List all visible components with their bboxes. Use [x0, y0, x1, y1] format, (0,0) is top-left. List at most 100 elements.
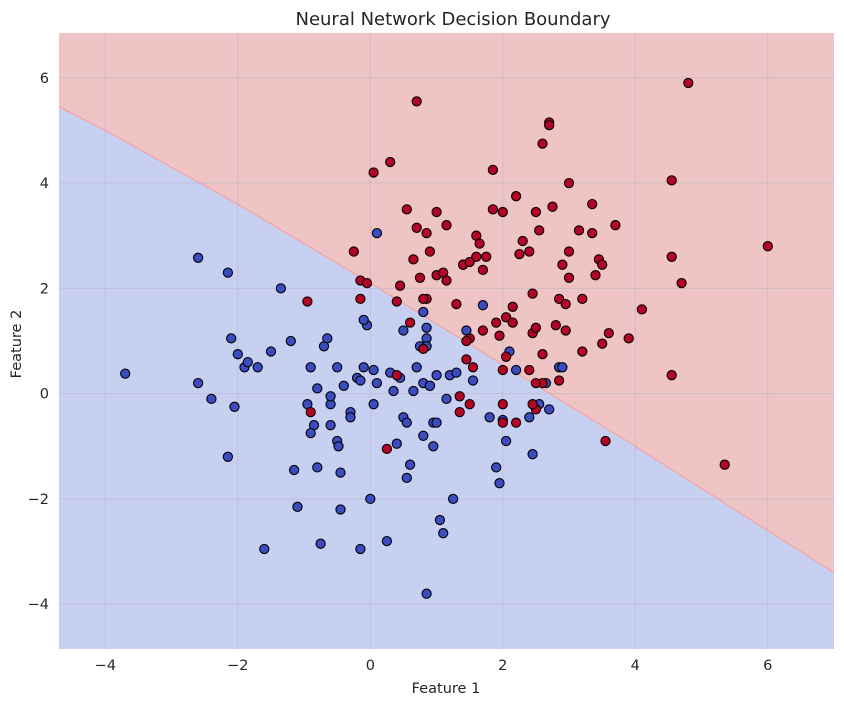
class-0-point: [411, 362, 422, 373]
class-1-point: [305, 406, 316, 418]
class-1-point: [424, 246, 436, 257]
class-1-point: [481, 251, 492, 262]
class-0-point: [345, 412, 356, 423]
class-0-point: [421, 588, 432, 599]
class-1-point: [401, 204, 412, 215]
class-1-point: [471, 251, 482, 262]
class-1-point: [418, 293, 429, 305]
class-1-point: [666, 251, 677, 262]
class-1-point: [497, 399, 508, 410]
class-1-point: [636, 304, 648, 315]
class-1-point: [537, 138, 548, 149]
class-0-point: [305, 427, 316, 439]
class-1-point: [762, 241, 773, 252]
y-tick-label: −4: [28, 597, 49, 613]
class-0-point: [434, 514, 446, 526]
class-0-point: [398, 325, 409, 336]
class-1-point: [411, 222, 422, 233]
class-1-point: [527, 288, 538, 299]
class-1-point: [477, 325, 489, 336]
class-1-point: [719, 459, 730, 470]
class-1-point: [560, 325, 571, 336]
class-0-point: [226, 333, 237, 344]
class-1-point: [394, 280, 406, 291]
class-1-point: [560, 298, 571, 310]
class-0-point: [484, 412, 495, 423]
class-0-point: [557, 362, 568, 373]
class-0-point: [192, 377, 204, 389]
class-1-point: [507, 317, 518, 328]
class-1-point: [597, 338, 608, 349]
class-1-point: [530, 206, 542, 218]
class-0-point: [305, 362, 316, 373]
class-1-point: [408, 254, 419, 265]
class-0-point: [192, 252, 204, 263]
class-1-point: [454, 406, 465, 418]
class-0-point: [438, 528, 449, 539]
class-1-point: [514, 248, 525, 260]
class-1-point: [524, 246, 535, 257]
class-0-point: [322, 333, 333, 344]
class-0-point: [421, 322, 432, 333]
class-0-point: [500, 435, 512, 447]
class-0-point: [259, 543, 270, 555]
y-tick-label: 4: [40, 176, 49, 192]
class-1-point: [302, 296, 313, 307]
class-0-point: [338, 380, 349, 391]
class-0-point: [275, 283, 287, 294]
class-0-point: [120, 368, 131, 379]
class-0-point: [312, 383, 323, 394]
class-0-point: [358, 362, 369, 373]
class-0-point: [388, 385, 399, 397]
x-tick-label: −2: [227, 658, 248, 674]
class-1-point: [510, 417, 522, 428]
class-1-point: [527, 399, 538, 410]
class-0-point: [408, 385, 419, 397]
class-1-point: [487, 164, 499, 176]
class-0-point: [431, 370, 442, 381]
class-1-point: [600, 435, 611, 447]
class-0-point: [381, 535, 393, 547]
class-1-point: [610, 220, 621, 231]
class-0-point: [222, 267, 234, 278]
class-1-point: [391, 296, 402, 307]
class-1-point: [563, 272, 575, 283]
y-tick-label: 6: [40, 71, 49, 87]
class-0-point: [332, 362, 343, 373]
class-1-point: [411, 96, 422, 107]
class-0-point: [335, 504, 346, 515]
plot-area: [58, 33, 835, 649]
class-1-point: [534, 225, 545, 236]
class-0-point: [467, 375, 479, 386]
class-1-point: [464, 399, 475, 410]
class-0-point: [371, 227, 383, 239]
class-1-point: [590, 270, 601, 281]
class-1-point: [404, 317, 416, 328]
class-1-point: [361, 277, 373, 289]
class-1-point: [451, 298, 462, 310]
class-0-point: [424, 380, 436, 391]
class-1-point: [573, 225, 585, 236]
class-1-point: [623, 333, 634, 344]
class-0-point: [404, 459, 416, 470]
class-0-point: [222, 451, 234, 462]
class-1-point: [550, 320, 561, 331]
class-1-point: [355, 293, 366, 305]
class-0-point: [524, 412, 535, 423]
class-0-point: [355, 375, 366, 386]
class-1-point: [547, 201, 558, 212]
class-1-point: [577, 293, 588, 305]
decision-boundary-line: [58, 106, 835, 574]
class-1-point: [587, 198, 598, 210]
class-0-point: [391, 438, 402, 449]
class-0-point: [232, 349, 243, 360]
class-0-point: [418, 306, 429, 318]
class-0-point: [325, 391, 336, 402]
class-1-point: [474, 238, 485, 249]
class-0-point: [371, 377, 383, 389]
class-0-point: [229, 401, 240, 412]
class-1-point: [530, 377, 542, 389]
class-1-point: [557, 259, 568, 270]
class-1-point: [381, 443, 393, 455]
class-0-point: [312, 462, 323, 473]
